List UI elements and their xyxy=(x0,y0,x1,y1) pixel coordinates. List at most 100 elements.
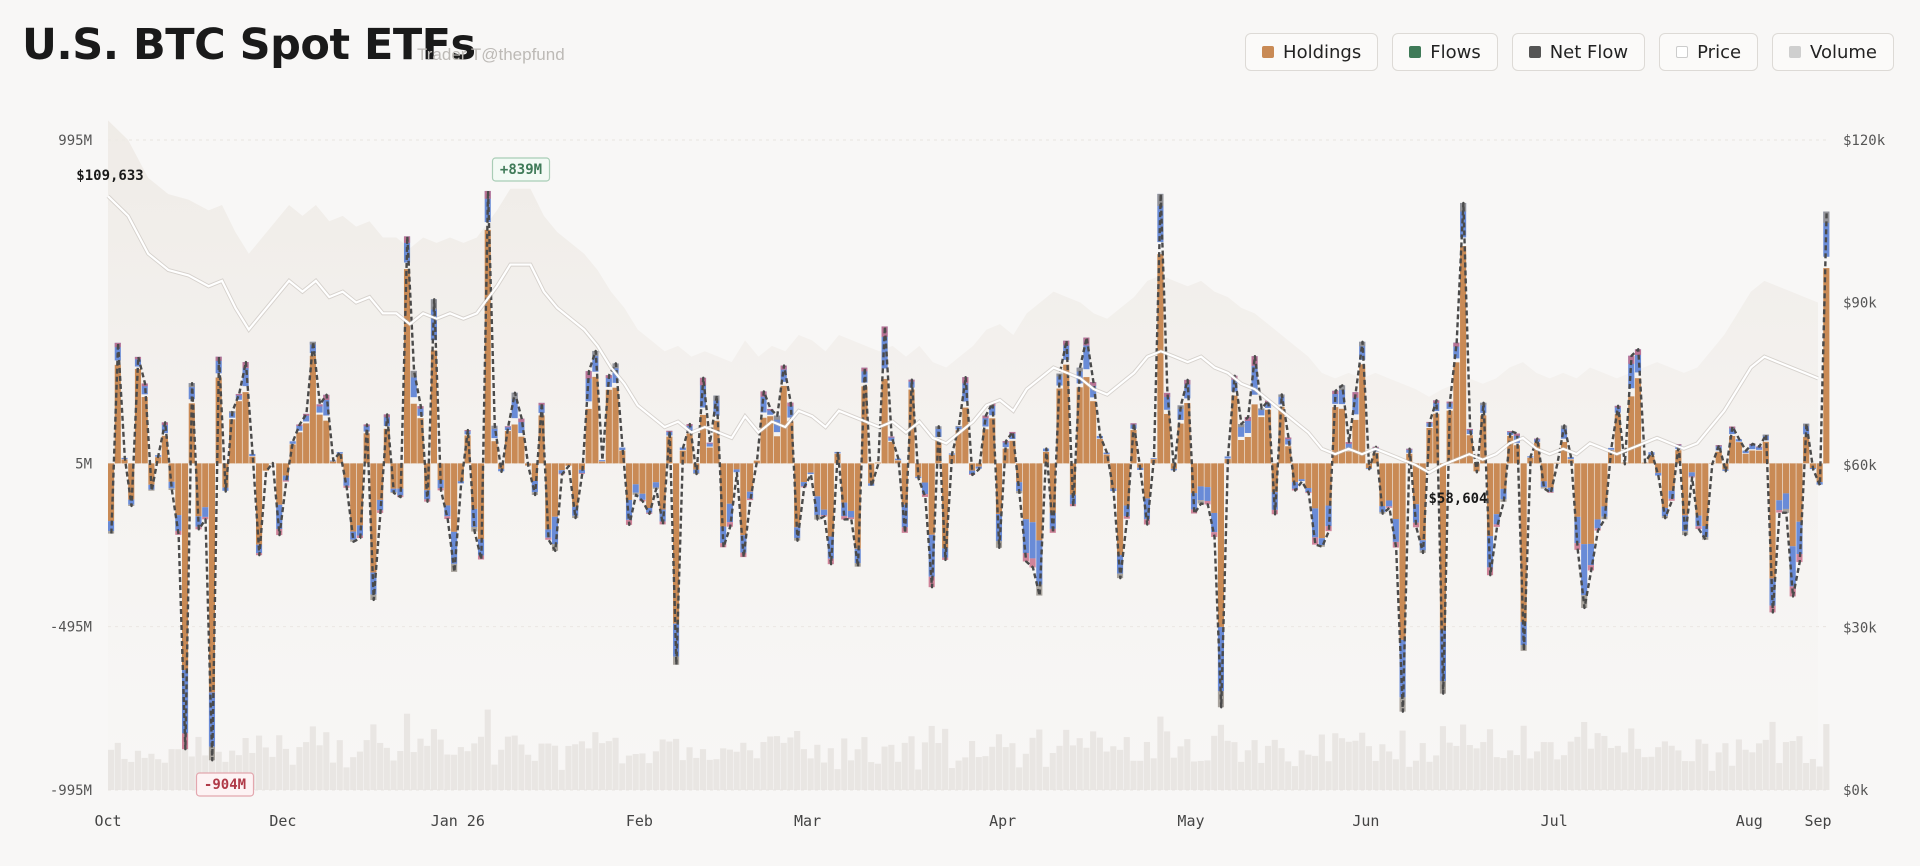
volume-bar xyxy=(639,753,646,790)
flows-bar-segment xyxy=(747,498,754,501)
volume-bar xyxy=(1796,736,1803,790)
holdings-bar xyxy=(1258,417,1265,464)
flows-bar xyxy=(861,367,868,383)
volume-bar xyxy=(1803,763,1810,790)
flows-bar xyxy=(1197,486,1204,501)
legend-volume-button[interactable]: Volume xyxy=(1772,33,1894,71)
volume-bar xyxy=(363,740,370,790)
flows-swatch-icon xyxy=(1409,46,1422,58)
volume-bar xyxy=(1702,743,1709,790)
flows-bar xyxy=(1789,546,1796,587)
volume-bar xyxy=(901,742,908,790)
volume-bar xyxy=(666,741,673,790)
flows-bar xyxy=(1211,512,1218,533)
volume-bar xyxy=(121,758,128,790)
volume-bar xyxy=(1365,746,1372,790)
legend-net-flow-button[interactable]: Net Flow xyxy=(1511,33,1646,71)
flows-bar-segment xyxy=(1776,510,1783,513)
volume-bar xyxy=(417,738,424,790)
holdings-bar xyxy=(504,431,511,464)
volume-bar xyxy=(726,749,733,790)
volume-bar xyxy=(1816,766,1823,790)
holdings-bar xyxy=(921,463,929,483)
legend-label: Flows xyxy=(1430,41,1481,63)
flows-bar xyxy=(1601,506,1608,517)
holdings-bar xyxy=(1614,414,1621,464)
holdings-bar xyxy=(1372,452,1379,464)
legend-holdings-button[interactable]: Holdings xyxy=(1245,33,1379,71)
flows-bar-segment xyxy=(1204,500,1211,505)
holdings-bar xyxy=(995,463,1003,514)
volume-bar xyxy=(329,762,337,790)
holdings-bar xyxy=(282,463,290,476)
holdings-bar xyxy=(679,450,686,464)
holdings-bar xyxy=(1217,463,1225,627)
volume-bar xyxy=(847,760,855,790)
holdings-bar xyxy=(1634,378,1642,464)
flows-bar xyxy=(1386,500,1393,507)
holdings-bar xyxy=(1379,463,1386,507)
holdings-bar xyxy=(551,463,559,517)
volume-bar xyxy=(995,734,1003,790)
flows-bar xyxy=(551,516,559,545)
holdings-bar xyxy=(1103,454,1110,464)
flows-bar-segment xyxy=(1285,437,1292,440)
volume-bar xyxy=(1500,758,1507,790)
flows-bar xyxy=(1251,356,1258,395)
volume-bar xyxy=(800,749,807,790)
flows-bar xyxy=(558,470,565,474)
legend-label: Net Flow xyxy=(1549,41,1629,63)
holdings-bar xyxy=(599,461,606,464)
holdings-bar xyxy=(821,463,828,510)
volume-bar xyxy=(794,730,801,790)
flows-bar xyxy=(316,404,323,413)
holdings-bar xyxy=(242,392,249,464)
flows-bar xyxy=(652,482,659,488)
volume-bar xyxy=(1016,767,1023,790)
flows-bar xyxy=(921,482,929,495)
legend-price-button[interactable]: Price xyxy=(1659,33,1759,71)
flows-bar xyxy=(928,534,935,577)
legend-flows-button[interactable]: Flows xyxy=(1392,33,1498,71)
holdings-bar xyxy=(612,387,619,464)
flows-bar xyxy=(202,507,209,517)
volume-bar xyxy=(276,735,283,790)
x-tick-label: Apr xyxy=(989,812,1016,830)
holdings-bar xyxy=(1493,463,1500,515)
holdings-bar xyxy=(827,463,834,537)
volume-bar xyxy=(827,748,834,790)
holdings-bar xyxy=(538,415,545,464)
flows-bar xyxy=(1682,515,1689,532)
holdings-bar xyxy=(1547,463,1554,488)
volume-bar xyxy=(1278,748,1285,790)
volume-bar xyxy=(747,750,754,790)
volume-bar xyxy=(1809,758,1816,790)
volume-bar xyxy=(1352,740,1359,790)
volume-bar xyxy=(457,747,464,790)
flows-bar-segment xyxy=(1507,431,1514,433)
flows-bar-segment xyxy=(202,516,209,520)
volume-bar xyxy=(1036,729,1043,790)
holdings-bar xyxy=(942,463,949,549)
flows-bar-segment xyxy=(982,415,989,419)
volume-bar xyxy=(706,759,713,790)
volume-bar xyxy=(1782,742,1790,790)
volume-bar xyxy=(1426,761,1433,790)
annotation-label: $58,604 xyxy=(1428,491,1487,507)
flows-bar xyxy=(1796,521,1803,555)
volume-bar xyxy=(1164,731,1171,790)
volume-bar xyxy=(1527,758,1534,790)
volume-bar xyxy=(1507,750,1514,790)
holdings-bar xyxy=(1022,463,1029,520)
volume-bar xyxy=(303,742,310,790)
volume-bar xyxy=(188,756,195,790)
volume-bar xyxy=(175,749,182,790)
holdings-bar xyxy=(484,229,491,464)
volume-bar xyxy=(477,736,485,790)
volume-bar xyxy=(511,735,518,790)
holdings-bar xyxy=(1332,407,1339,464)
volume-bar xyxy=(1486,729,1494,790)
x-tick-label: May xyxy=(1177,812,1204,830)
flows-bar-segment xyxy=(1466,428,1473,431)
holdings-bar xyxy=(1648,455,1655,464)
